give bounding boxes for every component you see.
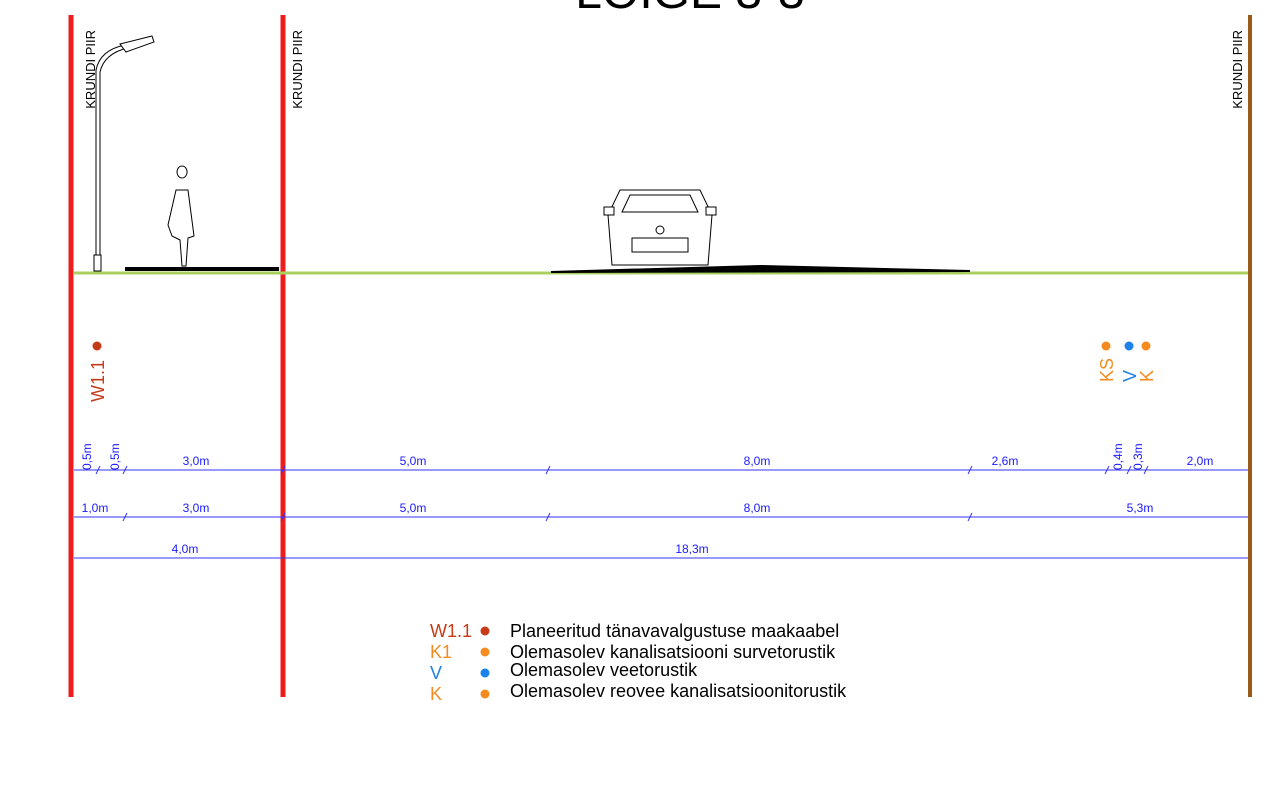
boundary-label: KRUNDI PIIR — [290, 30, 305, 109]
title: LÕIGE 3-3 — [575, 0, 804, 19]
dimension-tick — [967, 465, 973, 475]
legend-text: Planeeritud tänavavalgustuse maakaabel — [510, 621, 839, 641]
dimension-label: 0,3m — [1131, 443, 1145, 470]
dimension-tick — [122, 512, 128, 522]
utility-label: V — [1120, 370, 1140, 382]
street-lamp — [93, 35, 155, 272]
utility-dot — [1124, 341, 1134, 351]
dimension-label: 5,0m — [400, 501, 427, 515]
dimension-tick — [280, 512, 286, 522]
legend-dot — [480, 668, 490, 678]
sidewalk — [125, 267, 279, 271]
dimension-label: 5,3m — [1127, 501, 1154, 515]
utility-dot — [92, 341, 102, 351]
dimension-label: 1,0m — [82, 501, 109, 515]
legend-dot — [480, 647, 490, 657]
boundary-label: KRUNDI PIIR — [83, 30, 98, 109]
legend-text: Olemasolev reovee kanalisatsioonitorusti… — [510, 681, 847, 701]
dimension-label: 2,6m — [992, 454, 1019, 468]
legend: W1.1 Planeeritud tänavavalgustuse maakaa… — [430, 621, 847, 704]
dimension-label: 0,5m — [80, 443, 94, 470]
legend-code: K — [430, 684, 442, 704]
utility-dot — [1101, 341, 1111, 351]
legend-dot — [480, 689, 490, 699]
utility-label: W1.1 — [88, 360, 108, 402]
dimension-tick — [280, 465, 286, 475]
utility-dot — [1141, 341, 1151, 351]
dimension-tick — [1143, 465, 1149, 475]
pedestrian — [167, 165, 195, 267]
dimension-label: 4,0m — [172, 542, 199, 556]
dimension-label: 8,0m — [744, 454, 771, 468]
dimension-tick — [545, 465, 551, 475]
legend-code: K1 — [430, 642, 452, 662]
dimension-label: 3,0m — [183, 501, 210, 515]
dimension-label: 5,0m — [400, 454, 427, 468]
boundary-label: KRUNDI PIIR — [1230, 30, 1245, 109]
legend-text: Olemasolev kanalisatsiooni survetorustik — [510, 642, 836, 662]
dimension-tick — [95, 465, 101, 475]
dimension-tick — [122, 465, 128, 475]
legend-dot — [480, 626, 490, 636]
dimension-label: 18,3m — [675, 542, 708, 556]
dimension-ticks — [95, 465, 1149, 522]
utility-label: K — [1137, 370, 1157, 382]
dimension-label: 0,4m — [1111, 443, 1125, 470]
legend-code: W1.1 — [430, 621, 472, 641]
road — [551, 265, 970, 273]
dimension-tick — [1104, 465, 1110, 475]
legend-text: Olemasolev veetorustik — [510, 660, 698, 680]
legend-code: V — [430, 663, 442, 683]
dimension-label: 3,0m — [183, 454, 210, 468]
dimension-label: 2,0m — [1187, 454, 1214, 468]
dimension-tick — [545, 512, 551, 522]
dimension-label: 0,5m — [108, 443, 122, 470]
dimension-tick — [967, 512, 973, 522]
utility-label: KS — [1097, 358, 1117, 382]
dimension-label: 8,0m — [744, 501, 771, 515]
dimension-tick — [1126, 465, 1132, 475]
car — [603, 189, 717, 266]
